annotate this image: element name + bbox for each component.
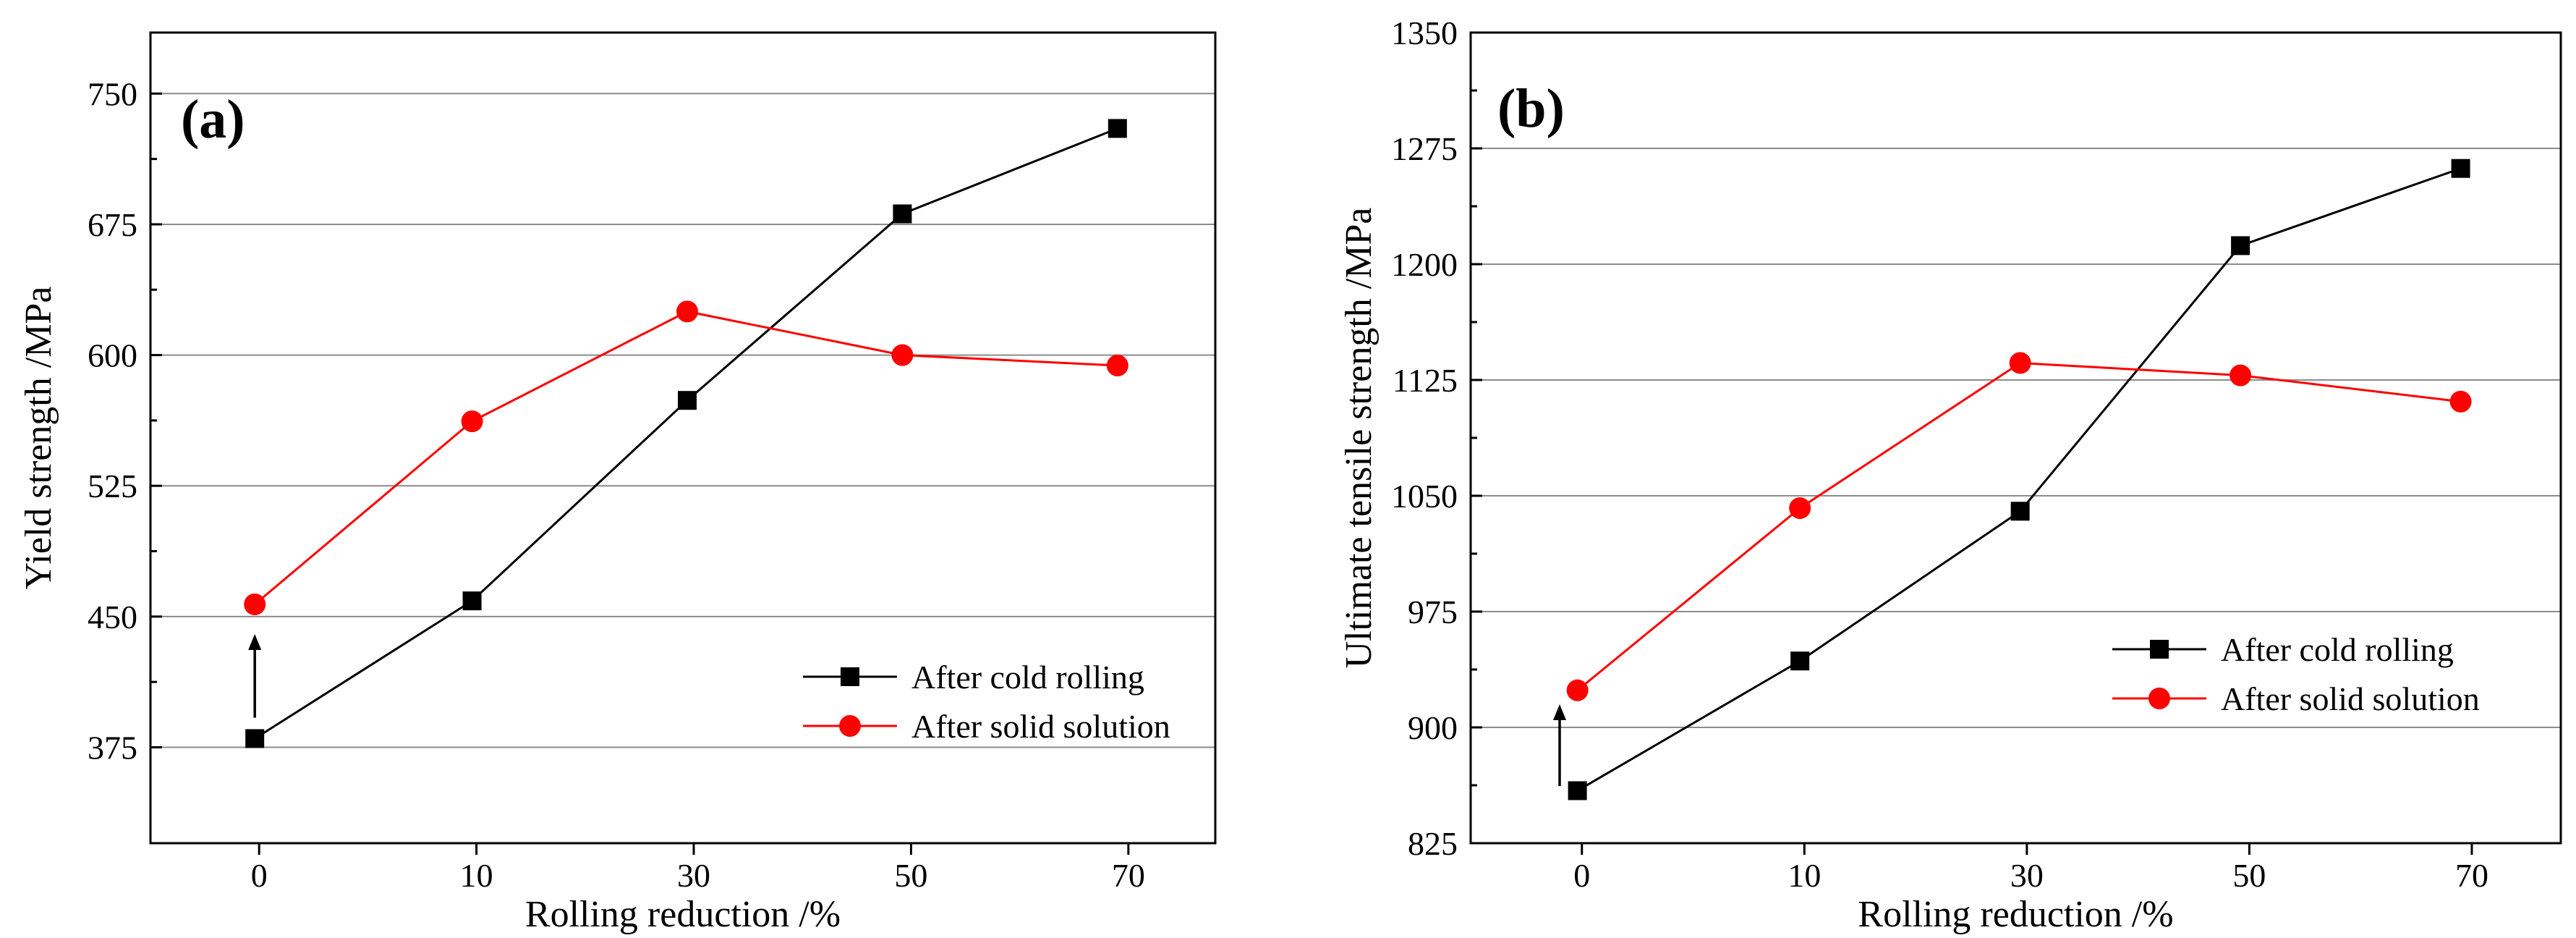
legend: After cold rolling After solid solution — [2112, 631, 2480, 717]
data-point — [2451, 159, 2470, 178]
legend: After cold rolling After solid solution — [803, 659, 1170, 745]
y-axis-label: Yield strength /MPa — [18, 287, 59, 590]
x-tick-label: 10 — [460, 857, 493, 894]
y-tick-label: 600 — [88, 337, 137, 374]
data-point — [1106, 355, 1128, 377]
data-point — [678, 391, 697, 410]
y-tick-label: 1200 — [1391, 246, 1458, 283]
y-tick-label: 975 — [1408, 593, 1458, 630]
data-point — [2229, 364, 2252, 386]
data-point — [244, 593, 266, 616]
data-point — [462, 591, 482, 611]
x-tick-label: 50 — [894, 857, 927, 894]
x-axis-label: Rolling reduction /% — [525, 894, 841, 935]
legend-label: After solid solution — [2221, 680, 2480, 717]
plot-frame — [1469, 31, 2562, 845]
plot-frame — [149, 31, 1217, 845]
y-tick-label: 900 — [1408, 709, 1458, 746]
y-tick-label: 1125 — [1393, 362, 1458, 399]
x-tick-label: 70 — [2455, 857, 2488, 894]
data-point — [461, 410, 483, 433]
chart-panel-b: 825 900 975 1050 1125 1200 1275 1350 0 10 30 50 70 Ro… — [1338, 14, 2562, 935]
y-tick-label: 1050 — [1391, 478, 1458, 515]
x-tick-label: 70 — [1112, 857, 1145, 894]
panel-label: (a) — [181, 89, 245, 150]
data-point — [2231, 236, 2250, 255]
legend-label: After solid solution — [911, 708, 1170, 745]
data-point — [891, 344, 914, 366]
x-tick-label: 30 — [677, 857, 710, 894]
data-point — [1790, 651, 1810, 671]
y-tick-label: 1350 — [1391, 14, 1458, 51]
data-point — [893, 204, 912, 224]
annotation-arrow-head — [248, 633, 262, 650]
data-point — [2009, 352, 2031, 374]
y-tick-label: 450 — [88, 599, 137, 635]
data-point — [1568, 781, 1587, 800]
x-axis-label: Rolling reduction /% — [1858, 894, 2173, 935]
legend-marker — [2150, 640, 2169, 659]
x-tick-label: 0 — [1573, 857, 1590, 894]
x-tick-label: 50 — [2232, 857, 2266, 894]
y-tick-label: 1275 — [1391, 130, 1458, 167]
y-tick-label: 525 — [88, 468, 137, 504]
y-axis-label: Ultimate tensile strength /MPa — [1338, 208, 1380, 669]
data-point — [245, 729, 265, 748]
data-point — [2449, 390, 2472, 413]
x-tick-label: 30 — [2010, 857, 2044, 894]
legend-marker — [841, 667, 859, 686]
y-tick-label: 375 — [88, 730, 137, 766]
legend-label: After cold rolling — [911, 659, 1144, 696]
legend-label: After cold rolling — [2221, 631, 2454, 668]
y-tick-label: 750 — [88, 75, 137, 112]
legend-marker — [839, 715, 861, 737]
panel-label: (b) — [1497, 78, 1565, 139]
annotation-arrow-head — [1553, 704, 1567, 720]
y-tick-label: 825 — [1408, 825, 1458, 862]
data-point — [2010, 502, 2030, 521]
data-point — [1566, 679, 1589, 701]
data-point — [1789, 497, 1811, 520]
y-tick-label: 675 — [88, 206, 137, 243]
x-tick-label: 0 — [251, 857, 268, 894]
chart-panel-a: 375 450 525 600 675 750 0 10 30 50 70 Rolling reduc… — [18, 31, 1217, 935]
data-point — [676, 300, 699, 323]
data-point — [1108, 119, 1127, 138]
series-line-cold-rolling — [254, 127, 1118, 740]
x-tick-label: 10 — [1788, 857, 1821, 894]
legend-marker — [2148, 688, 2170, 709]
